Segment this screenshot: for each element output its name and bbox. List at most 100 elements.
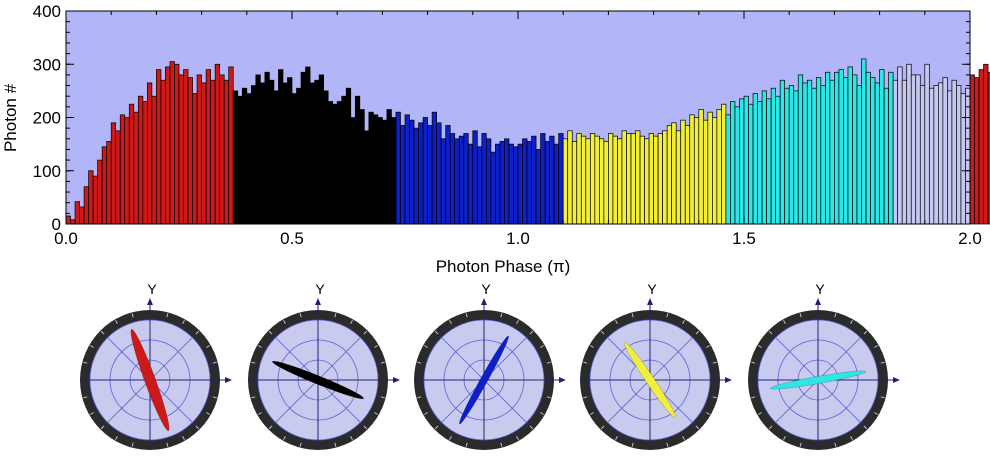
histogram-bar <box>599 138 605 225</box>
polar-ring-tick <box>350 436 353 441</box>
histogram-bar <box>454 138 460 225</box>
histogram-bar <box>644 138 650 225</box>
polar-ring-tick <box>89 412 94 415</box>
histogram-bar <box>165 66 171 225</box>
histogram-bar <box>522 138 528 225</box>
phase-histogram-chart: 0.0 0.5 1.0 1.5 2.0 0 100 200 300 400 Photon Pha… <box>1 2 990 276</box>
histogram-bar <box>264 71 270 225</box>
polar-ring-tick <box>166 442 169 447</box>
histogram-bar <box>648 133 654 225</box>
histogram-bar <box>463 133 469 225</box>
histogram-bar <box>956 85 962 225</box>
histogram-bar <box>174 63 180 225</box>
histogram-bar <box>730 101 736 225</box>
histogram-bar <box>965 87 971 225</box>
histogram-bar <box>671 122 677 225</box>
histogram-bar <box>847 66 853 225</box>
polar-ring-tick <box>423 345 428 348</box>
histogram-bar <box>287 77 293 225</box>
polar-ring-tick <box>182 436 185 441</box>
polar-ring-tick <box>350 319 353 324</box>
histogram-bar <box>282 82 288 225</box>
polar-ring-tick <box>615 436 618 441</box>
histogram-bar <box>210 79 216 225</box>
polar-ring-tick <box>299 313 302 318</box>
polar-ring-tick <box>529 425 534 430</box>
histogram-bar <box>897 66 903 225</box>
histogram-bar <box>892 79 899 225</box>
polar-ring-tick <box>682 436 685 441</box>
polar-ring-tick <box>682 319 685 324</box>
polar-ring-tick <box>751 361 756 364</box>
polar-ring-tick <box>417 396 422 399</box>
polar-ring-tick <box>206 345 211 348</box>
histogram-bar <box>689 114 695 225</box>
y-tick-label: 0 <box>52 215 61 234</box>
polar-grid-spoke <box>817 379 861 423</box>
polar-ring-tick <box>363 425 368 430</box>
histogram-bar <box>567 130 573 225</box>
polar-ring-tick <box>546 361 551 364</box>
polar-ring-tick <box>768 330 773 335</box>
polar-ring-tick <box>712 361 717 364</box>
polar-ring-tick <box>299 442 302 447</box>
histogram-bar <box>797 74 804 225</box>
histogram-bar <box>856 85 862 225</box>
polar-ring-tick <box>423 412 428 415</box>
polar-ring-tick <box>283 436 286 441</box>
histogram-bar <box>870 77 876 225</box>
polar-ring-tick <box>540 412 545 415</box>
histogram-bar <box>133 111 139 225</box>
histogram-bar <box>815 77 822 225</box>
histogram-bar <box>183 69 189 225</box>
histogram-bar <box>115 130 121 225</box>
histogram-bar <box>693 117 700 225</box>
y-tick-label: 100 <box>33 162 61 181</box>
histogram-bar <box>865 71 871 225</box>
histogram-bar <box>382 119 388 225</box>
histogram-bar <box>825 71 831 225</box>
histogram-bar <box>766 98 772 225</box>
polar-ring-tick <box>100 425 105 430</box>
polar-ring-tick <box>206 412 211 415</box>
histogram-bar <box>83 186 89 225</box>
histogram-bar <box>445 125 451 225</box>
polar-ring-tick <box>374 345 379 348</box>
histogram-bar <box>531 135 537 225</box>
x-tick-label: 2.0 <box>958 229 982 248</box>
histogram-bar <box>806 79 813 225</box>
polar-ring-tick <box>212 396 217 399</box>
polar-ring-tick <box>615 319 618 324</box>
polar-ring-tick <box>251 396 256 399</box>
histogram-bar <box>92 175 98 225</box>
polar-ring-tick <box>195 330 200 335</box>
histogram-bar <box>318 74 324 225</box>
polar-diagram: Y <box>748 281 900 450</box>
polar-grid-spoke <box>107 379 151 423</box>
x-tick-label: 1.0 <box>506 229 530 248</box>
polar-ring-tick <box>600 425 605 430</box>
histogram-bar <box>309 82 315 225</box>
polar-ring-tick <box>417 361 422 364</box>
histogram-bar <box>861 58 867 225</box>
histogram-bar <box>201 82 207 225</box>
polar-grid-spoke <box>607 379 651 423</box>
histogram-bar <box>901 79 908 225</box>
histogram-bar <box>662 130 668 225</box>
histogram-bar <box>241 87 248 225</box>
histogram-bar <box>739 98 745 225</box>
polar-ring-tick <box>251 361 256 364</box>
polar-y-axis-label: Y <box>815 281 825 297</box>
polar-ring-tick <box>783 319 786 324</box>
polar-ring-tick <box>631 313 634 318</box>
histogram-bar <box>526 141 532 225</box>
histogram-bar <box>169 61 175 225</box>
histogram-bar <box>300 71 306 225</box>
histogram-bar <box>255 74 261 225</box>
polarization-ellipse <box>459 335 509 425</box>
histogram-bar <box>933 85 939 225</box>
histogram-bar <box>418 122 424 225</box>
histogram-bar <box>101 146 108 225</box>
histogram-bar <box>431 111 437 225</box>
histogram-bar <box>97 159 103 225</box>
